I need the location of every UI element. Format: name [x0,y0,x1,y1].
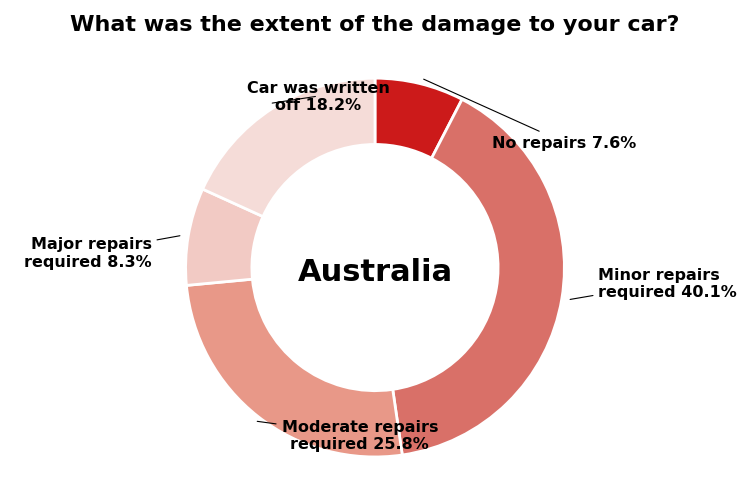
Text: Moderate repairs
required 25.8%: Moderate repairs required 25.8% [257,419,438,451]
Text: Minor repairs
required 40.1%: Minor repairs required 40.1% [570,267,737,300]
Wedge shape [185,190,263,286]
Wedge shape [187,280,402,457]
Wedge shape [202,79,375,217]
Text: Major repairs
required 8.3%: Major repairs required 8.3% [24,236,180,269]
Text: Car was written
off 18.2%: Car was written off 18.2% [247,81,389,113]
Text: Australia: Australia [298,258,452,286]
Wedge shape [375,79,462,159]
Wedge shape [393,100,565,455]
Text: No repairs 7.6%: No repairs 7.6% [424,80,637,151]
Text: What was the extent of the damage to your car?: What was the extent of the damage to you… [70,15,680,35]
